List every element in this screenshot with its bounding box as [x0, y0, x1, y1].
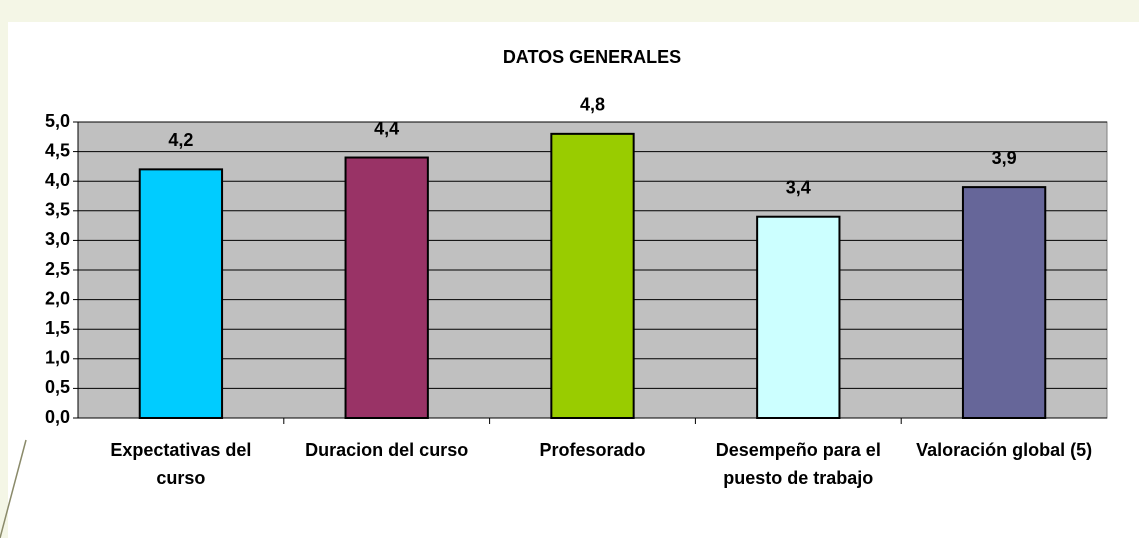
y-tick-label: 2,5: [45, 259, 70, 279]
data-label: 4,8: [580, 95, 605, 115]
x-tick-label: Duracion del curso: [305, 440, 469, 460]
bar: [344, 156, 429, 420]
y-tick-label: 2,0: [45, 288, 70, 308]
bar: [756, 215, 841, 419]
x-tick-label: Valoración global (5): [916, 440, 1093, 460]
y-tick-label: 0,5: [45, 377, 70, 397]
bar: [550, 132, 635, 419]
data-label: 4,2: [168, 130, 193, 150]
y-tick-label: 3,5: [45, 200, 70, 220]
x-tick-label: Desempeño para el puesto de trabajo: [715, 440, 881, 488]
y-tick-label: 0,0: [45, 407, 70, 427]
x-tick-label: Expectativas del curso: [110, 440, 252, 488]
bar: [961, 186, 1047, 419]
data-label: 3,4: [786, 177, 811, 197]
chart-title: DATOS GENERALES: [503, 47, 681, 67]
y-tick-label: 4,0: [45, 170, 70, 190]
y-tick-label: 5,0: [45, 111, 70, 131]
y-tick-label: 3,0: [45, 229, 70, 249]
y-tick-label: 1,0: [45, 348, 70, 368]
x-tick-label: Profesorado: [539, 440, 646, 460]
data-label: 3,9: [992, 148, 1017, 168]
data-label: 4,4: [374, 118, 399, 138]
y-tick-label: 1,5: [45, 318, 70, 338]
y-tick-label: 4,5: [45, 140, 70, 160]
decoration: [0, 439, 27, 538]
bar: [138, 168, 224, 419]
